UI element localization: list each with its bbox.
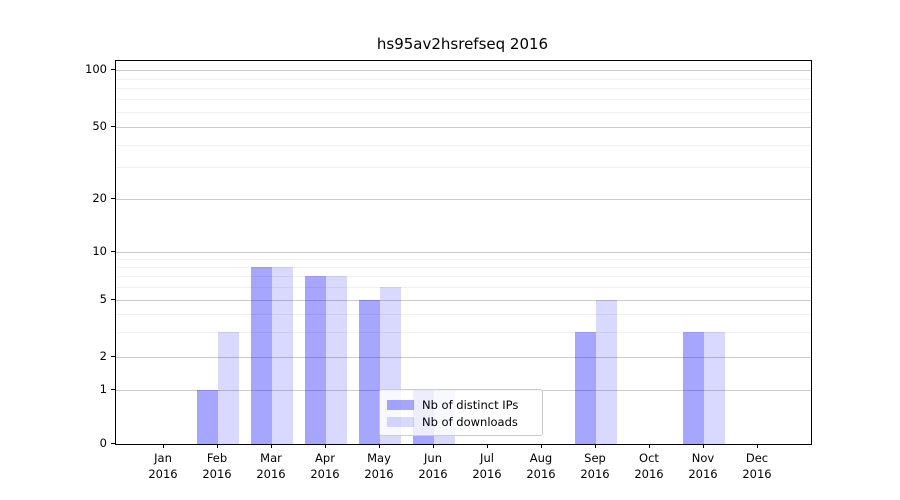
y-tick-label-5: 5 [99,291,107,306]
gridline-minor-60 [116,112,811,113]
gridline-minor-8 [116,267,811,269]
plot-area: Nb of distinct IPs Nb of downloads [115,60,812,445]
x-tick-label-jul: Jul 2016 [472,451,502,481]
x-tick-mark-jan [163,444,164,448]
bar-downloads-sep [596,299,617,444]
gridline-minor-3 [116,331,811,333]
x-tick-label-sep: Sep 2016 [580,451,610,481]
bar-distinct-ips-nov [683,331,704,444]
legend-label-downloads: Nb of downloads [422,414,518,429]
legend: Nb of distinct IPs Nb of downloads [379,389,543,436]
gridline-minor-7 [116,276,811,278]
gridline-minor-9 [116,259,811,261]
x-tick-label-oct: Oct 2016 [634,451,664,481]
x-tick-label-feb: Feb 2016 [202,451,232,481]
x-tick-mark-feb [217,444,218,448]
legend-swatch-distinct-ips-icon [387,399,414,410]
x-tick-label-jan: Jan 2016 [148,451,178,481]
x-tick-label-mar: Mar 2016 [256,451,286,481]
bar-downloads-apr [326,276,347,444]
y-tick-label-20: 20 [92,191,107,205]
chart-title: hs95av2hsrefseq 2016 [376,35,549,53]
x-tick-label-jun: Jun 2016 [418,451,448,481]
x-tick-label-dec: Dec 2016 [742,451,772,481]
y-tick-label-100: 100 [85,62,107,76]
gridline-minor-80 [116,88,811,90]
x-tick-mark-nov [703,444,704,448]
x-tick-mark-mar [271,444,272,448]
gridline-minor-40 [116,144,811,146]
x-tick-mark-sep [595,444,596,448]
x-tick-mark-apr [325,444,326,448]
y-tick-mark-5 [111,298,115,300]
gridline-major-100 [116,70,811,71]
y-tick-label-10: 10 [92,244,107,258]
x-tick-label-may: May 2016 [364,451,394,481]
gridline-minor-30 [116,167,811,169]
y-tick-mark-10 [111,251,115,252]
gridline-major-10 [116,252,811,253]
y-tick-label-2: 2 [99,349,107,363]
bar-distinct-ips-apr [305,276,326,444]
y-tick-mark-50 [111,126,115,127]
gridline-major-50 [116,127,811,128]
bar-distinct-ips-sep [575,331,596,444]
gridline-major-2 [116,357,811,358]
x-tick-mark-aug [541,444,542,448]
x-tick-mark-jun [433,444,434,448]
gridline-minor-6 [116,287,811,288]
legend-label-distinct-ips: Nb of distinct IPs [422,397,519,412]
x-tick-mark-may [379,444,380,448]
y-tick-mark-2 [111,356,115,357]
x-tick-label-nov: Nov 2016 [688,451,718,481]
gridline-major-20 [116,199,811,200]
gridline-minor-90 [116,78,811,80]
gridline-minor-4 [116,313,811,315]
y-tick-mark-1 [111,388,115,390]
bar-distinct-ips-mar [251,267,272,444]
gridline-major-5 [116,299,811,301]
x-tick-label-apr: Apr 2016 [310,451,340,481]
bar-distinct-ips-feb [197,389,218,444]
bar-downloads-nov [704,331,725,444]
y-tick-label-1: 1 [99,381,107,396]
bar-downloads-mar [272,267,293,444]
gridline-minor-70 [116,99,811,101]
x-tick-mark-dec [757,444,758,448]
x-tick-label-aug: Aug 2016 [526,451,556,481]
y-tick-mark-100 [111,69,115,70]
y-tick-label-50: 50 [92,119,107,133]
y-tick-label-0: 0 [99,436,107,450]
y-tick-mark-0 [111,443,115,444]
y-tick-mark-20 [111,198,115,199]
legend-item-distinct-ips: Nb of distinct IPs [387,396,535,413]
bar-downloads-feb [218,331,239,444]
bar-distinct-ips-may [359,299,380,444]
x-tick-mark-oct [649,444,650,448]
legend-swatch-downloads-icon [387,416,414,427]
legend-item-downloads: Nb of downloads [387,413,535,430]
x-tick-mark-jul [487,444,488,448]
